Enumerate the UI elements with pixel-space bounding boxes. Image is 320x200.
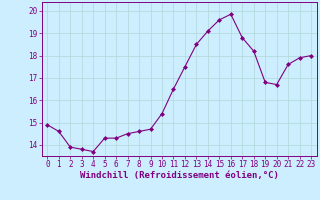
- X-axis label: Windchill (Refroidissement éolien,°C): Windchill (Refroidissement éolien,°C): [80, 171, 279, 180]
